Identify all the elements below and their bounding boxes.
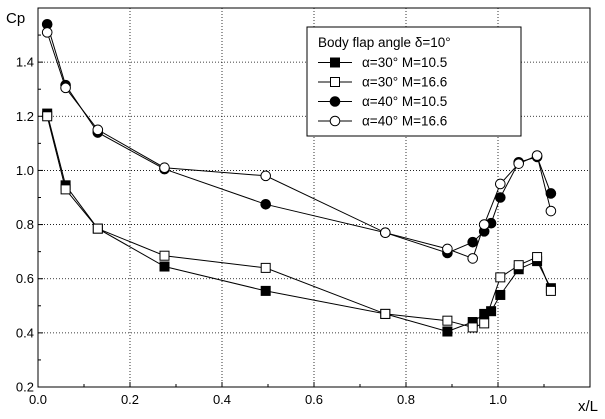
data-point xyxy=(531,150,543,161)
series-4 xyxy=(41,27,557,264)
ticks-layer: 0.20.40.60.81.01.21.40.0 0.2 0.4 0.6 0.8 1.0 xyxy=(16,34,545,407)
legend-item: α=30° M=16.6 xyxy=(318,75,447,90)
x-tick-label: 0.0 xyxy=(29,392,47,407)
data-point xyxy=(159,250,170,261)
data-point xyxy=(60,82,71,94)
data-point xyxy=(495,178,506,190)
data-point xyxy=(467,236,479,248)
legend-label: α=40° M=10.5 xyxy=(362,94,447,109)
data-point xyxy=(60,184,71,195)
y-tick-label: 0.8 xyxy=(16,217,34,232)
data-point xyxy=(260,285,271,296)
data-point xyxy=(513,158,525,169)
legend-marker xyxy=(329,96,341,107)
legend-marker xyxy=(329,115,341,127)
data-point xyxy=(442,243,453,255)
data-point xyxy=(442,326,453,337)
y-tick-label: 1.2 xyxy=(16,109,34,124)
x-axis-label: x/L xyxy=(578,398,598,415)
data-point xyxy=(41,27,53,38)
x-tick-label: 0.6 xyxy=(305,392,323,407)
y-tick-label: 0.2 xyxy=(16,380,34,395)
data-point xyxy=(495,192,506,203)
data-point xyxy=(532,252,543,263)
legend-marker xyxy=(330,77,340,87)
legend-title: Body flap angle δ=10° xyxy=(318,35,451,50)
data-point xyxy=(42,111,53,122)
legend: Body flap angle δ=10° α=30° M=10.5α=30° … xyxy=(306,26,522,137)
series-layer xyxy=(41,18,557,337)
legend-item: α=40° M=10.5 xyxy=(318,94,447,109)
data-point xyxy=(380,227,391,238)
data-point xyxy=(495,272,506,283)
data-point xyxy=(442,315,453,326)
legend-label: α=30° M=16.6 xyxy=(362,75,447,90)
data-point xyxy=(380,308,391,319)
series-2 xyxy=(42,111,556,333)
series-line xyxy=(46,116,552,328)
data-point xyxy=(260,170,272,182)
legend-item: α=40° M=16.6 xyxy=(318,114,447,129)
y-tick-label: 1.0 xyxy=(16,163,34,178)
legend-marker xyxy=(330,57,340,68)
data-point xyxy=(159,261,170,272)
data-point xyxy=(479,318,490,329)
data-point xyxy=(513,260,524,271)
data-point xyxy=(260,198,272,210)
data-point xyxy=(545,205,557,217)
data-point xyxy=(92,223,103,234)
x-tick-label: 0.2 xyxy=(121,392,139,407)
data-point xyxy=(495,289,506,300)
series-1 xyxy=(42,108,556,337)
legend-label: α=30° M=10.5 xyxy=(362,55,447,70)
data-point xyxy=(260,262,271,273)
x-tick-label: 0.4 xyxy=(213,392,231,407)
data-point xyxy=(478,219,490,230)
y-tick-label: 0.6 xyxy=(16,271,34,286)
legend-item: α=30° M=10.5 xyxy=(318,55,447,70)
legend-items: α=30° M=10.5 α=30° M=16.6 α=40° M=10.5 α=40… xyxy=(318,55,447,129)
data-point xyxy=(486,306,497,317)
data-point xyxy=(467,322,478,333)
x-tick-label: 0.8 xyxy=(397,392,415,407)
data-point xyxy=(467,253,479,264)
data-point xyxy=(545,285,556,296)
legend-label: α=40° M=16.6 xyxy=(362,114,447,129)
y-tick-label: 1.4 xyxy=(16,55,34,70)
y-tick-label: 0.4 xyxy=(16,325,34,340)
data-point xyxy=(159,162,170,174)
data-point xyxy=(92,124,104,136)
x-tick-label: 1.0 xyxy=(489,392,507,407)
series-line xyxy=(46,24,552,254)
y-axis-label: Cp xyxy=(6,10,25,27)
